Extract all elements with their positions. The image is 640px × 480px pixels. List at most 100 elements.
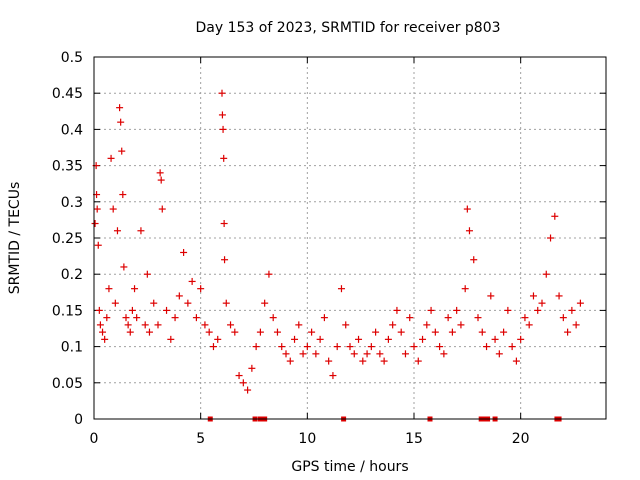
data-point xyxy=(572,321,580,329)
data-point xyxy=(337,285,345,293)
data-point xyxy=(96,321,104,329)
data-point xyxy=(103,314,111,322)
data-point xyxy=(265,270,273,278)
data-point xyxy=(221,256,229,264)
data-point xyxy=(116,104,124,112)
y-axis-ticks: 0 0.05 0.1 0.15 0.2 0.25 0.3 0.35 0.4 0.45 0.5 xyxy=(52,50,606,428)
x-axis-label: GPS time / hours xyxy=(291,459,408,475)
data-point xyxy=(118,147,126,155)
data-point xyxy=(128,306,136,314)
data-point xyxy=(363,350,371,358)
data-point xyxy=(117,118,125,126)
data-point xyxy=(291,335,299,343)
data-point xyxy=(380,357,388,365)
data-point xyxy=(252,343,260,351)
data-point xyxy=(219,125,227,133)
data-point xyxy=(355,335,363,343)
data-point xyxy=(303,343,311,351)
data-point xyxy=(393,306,401,314)
data-point xyxy=(534,306,542,314)
data-point xyxy=(218,89,226,97)
data-point xyxy=(423,321,431,329)
data-point xyxy=(167,335,175,343)
data-point xyxy=(576,299,584,307)
data-point xyxy=(119,191,127,199)
y-tick-label: 0.4 xyxy=(61,122,83,138)
data-point xyxy=(474,314,482,322)
data-point xyxy=(495,350,503,358)
data-point xyxy=(269,314,277,322)
data-point xyxy=(414,357,422,365)
data-points xyxy=(91,89,584,394)
data-point xyxy=(491,335,499,343)
data-point xyxy=(175,292,183,300)
data-point xyxy=(389,321,397,329)
data-point xyxy=(197,285,205,293)
data-point xyxy=(235,372,243,380)
data-point xyxy=(372,328,380,336)
data-point xyxy=(350,350,358,358)
data-point xyxy=(133,314,141,322)
data-point xyxy=(436,343,444,351)
data-point xyxy=(261,299,269,307)
data-point xyxy=(564,328,572,336)
data-point xyxy=(316,335,324,343)
data-point xyxy=(410,343,418,351)
y-tick-label: 0.25 xyxy=(52,231,83,247)
data-point xyxy=(113,227,121,235)
data-point xyxy=(295,321,303,329)
data-point xyxy=(94,241,102,249)
data-point xyxy=(299,350,307,358)
data-point xyxy=(470,256,478,264)
data-point xyxy=(555,292,563,300)
data-point xyxy=(141,321,149,329)
data-point xyxy=(248,364,256,372)
data-point xyxy=(95,306,103,314)
data-point xyxy=(158,205,166,213)
data-point xyxy=(568,306,576,314)
data-point xyxy=(131,285,139,293)
data-point xyxy=(325,357,333,365)
y-tick-label: 0.15 xyxy=(52,303,83,319)
x-tick-label: 20 xyxy=(512,431,530,447)
data-point xyxy=(184,299,192,307)
data-point xyxy=(93,205,101,213)
data-point xyxy=(487,292,495,300)
data-point xyxy=(427,306,435,314)
data-point xyxy=(157,176,165,184)
data-point xyxy=(201,321,209,329)
data-point xyxy=(156,169,164,177)
data-point xyxy=(163,306,171,314)
data-point xyxy=(171,314,179,322)
data-point xyxy=(105,285,113,293)
data-point xyxy=(308,328,316,336)
data-point xyxy=(273,328,281,336)
data-point xyxy=(342,321,350,329)
data-point xyxy=(218,111,226,119)
y-tick-label: 0.1 xyxy=(61,340,83,356)
data-point xyxy=(463,205,471,213)
data-point xyxy=(239,379,247,387)
data-point xyxy=(143,270,151,278)
data-point xyxy=(504,306,512,314)
data-point xyxy=(256,328,264,336)
y-tick-label: 0.05 xyxy=(52,376,83,392)
data-point xyxy=(521,314,529,322)
x-tick-label: 10 xyxy=(298,431,316,447)
data-point xyxy=(120,263,128,271)
data-point xyxy=(124,321,132,329)
data-point xyxy=(397,328,405,336)
data-point xyxy=(444,314,452,322)
data-point xyxy=(286,357,294,365)
chart-title: Day 153 of 2023, SRMTID for receiver p80… xyxy=(195,20,500,36)
data-point xyxy=(406,314,414,322)
data-point xyxy=(107,154,115,162)
data-point xyxy=(91,220,99,228)
data-point xyxy=(126,328,134,336)
data-point xyxy=(209,343,217,351)
y-tick-label: 0 xyxy=(74,412,83,428)
data-point xyxy=(542,270,550,278)
data-point xyxy=(109,205,117,213)
data-point xyxy=(512,357,520,365)
data-point xyxy=(508,343,516,351)
